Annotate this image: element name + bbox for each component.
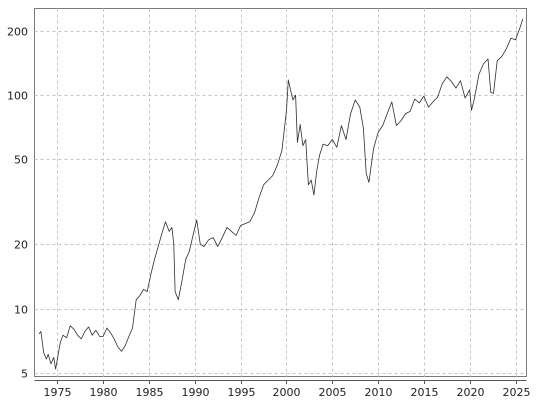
x-tick-label: 2015 [411,386,439,399]
y-tick-label: 50 [14,154,28,167]
x-tick-label: 1990 [182,386,210,399]
x-tick-label: 1995 [228,386,256,399]
x-tick-labels: 1975 1980 1985 1990 1995 2000 2005 2010 2015 2020… [44,386,531,399]
x-tick-label: 1975 [44,386,72,399]
y-tick-label: 10 [14,304,28,317]
x-tick-label: 2025 [503,386,531,399]
x-tick-label: 2010 [365,386,393,399]
x-tick-label: 2000 [273,386,301,399]
x-tick-label: 1985 [136,386,164,399]
series-layer [38,18,524,370]
y-tick-labels: 5 10 20 50 100 200 [7,26,28,381]
grid-lines [34,8,527,377]
x-tick-label: 2020 [457,386,485,399]
x-tick-label: 1980 [90,386,118,399]
x-tick-label: 2005 [319,386,347,399]
series-line [38,18,524,370]
y-tick-label: 200 [7,26,28,39]
y-tick-label: 100 [7,90,28,103]
plot-frame [34,8,527,377]
y-tick-label: 5 [21,368,28,381]
axes [34,380,527,384]
y-tick-label: 20 [14,239,28,252]
